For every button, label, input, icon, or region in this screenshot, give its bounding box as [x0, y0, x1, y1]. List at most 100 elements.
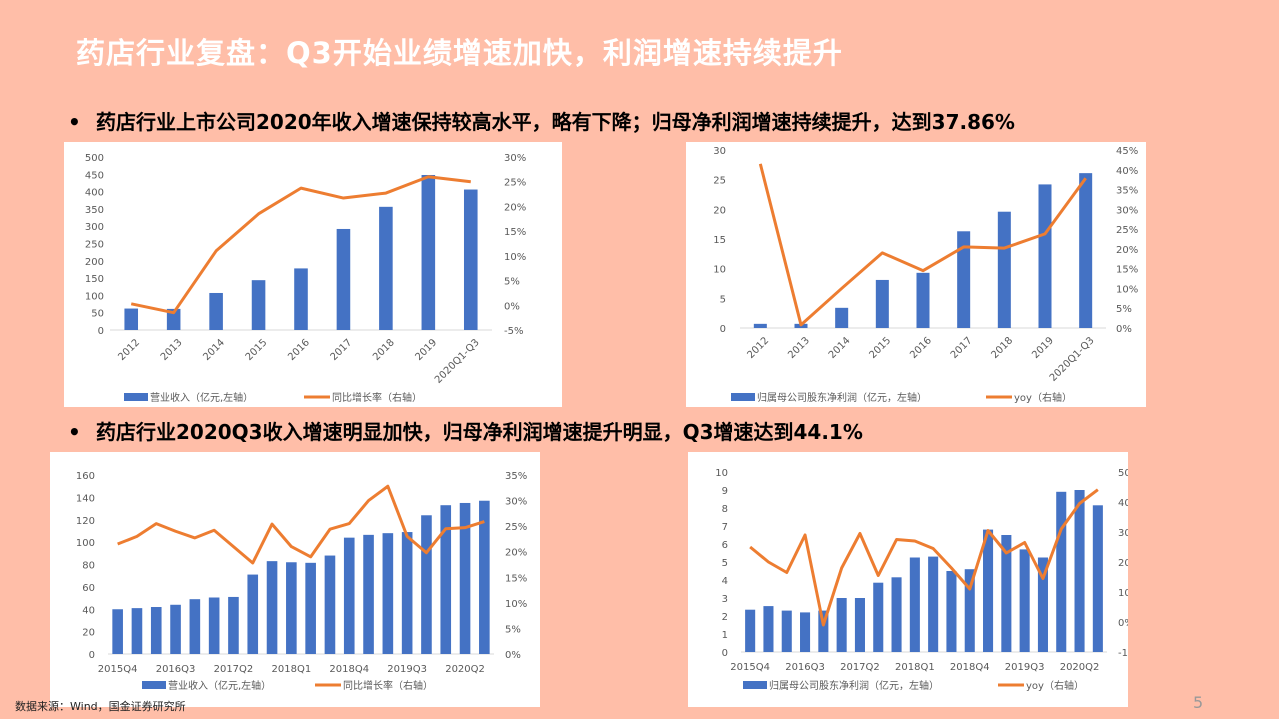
left-axis-tick: 30	[713, 146, 726, 157]
x-axis-label: 2020Q2	[1060, 662, 1100, 673]
bar	[294, 268, 308, 330]
bar	[286, 562, 297, 654]
left-axis-tick: 60	[82, 583, 95, 594]
legend-bar-label: 营业收入（亿元,左轴）	[168, 679, 271, 692]
x-axis-label: 2018Q1	[272, 664, 312, 675]
left-axis-tick: 50	[91, 309, 104, 320]
right-axis-tick: 30%	[505, 497, 527, 508]
x-axis-label: 2014	[827, 335, 853, 361]
chart-svg: 0 20 40 60 80 100 120 140 160 0% 5% 10% 15% 20% 25% 30%…	[76, 471, 527, 692]
x-axis-label: 2015	[868, 335, 894, 361]
bullet-2-text: 药店行业2020Q3收入增速明显加快，归母净利润增速提升明显，Q3增速达到44.…	[96, 420, 863, 444]
left-axis-tick: 5	[722, 558, 728, 569]
right-axis-tick: 0%	[504, 301, 520, 312]
x-axis-label: 2015Q4	[730, 662, 770, 673]
bar	[928, 556, 939, 652]
left-axis-tick: 2	[722, 612, 728, 623]
chart-quarterly-revenue: 0 20 40 60 80 100 120 140 160 0% 5% 10% 15% 20% 25% 30%…	[50, 452, 540, 707]
chart-svg: 0 1 2 3 4 5 6 7 8 9 10 -10% 0% 10% 20% 30% 40% 50% 2015Q4 2…	[715, 468, 1128, 692]
bar	[745, 609, 756, 652]
bar	[124, 308, 139, 330]
yoy-line	[749, 488, 1099, 627]
left-axis-tick: 0	[720, 324, 726, 335]
x-axis-label: 2017Q2	[840, 662, 880, 673]
right-axis-tick: 20%	[505, 548, 527, 559]
bullet-1-text: 药店行业上市公司2020年收入增速保持较高水平，略有下降；归母净利润增速持续提升…	[96, 110, 1015, 134]
bar	[1001, 535, 1012, 652]
left-axis-tick: 25	[713, 176, 726, 187]
bullet-1: • 药店行业上市公司2020年收入增速保持较高水平，略有下降；归母净利润增速持续提…	[68, 110, 1015, 134]
x-axis-label: 2013	[786, 335, 812, 361]
bar	[1074, 490, 1085, 652]
left-axis-tick: 200	[85, 257, 104, 268]
left-axis-tick: 100	[76, 538, 95, 549]
bar	[891, 577, 902, 652]
bar	[459, 502, 471, 654]
chart-svg: 0 50 100 150 200 250 300 350 400 450 500 -5% 0% 5% 10%…	[85, 153, 526, 404]
left-axis-tick: 40	[82, 605, 95, 616]
bar	[170, 604, 181, 654]
chart-annual-revenue: 0 50 100 150 200 250 300 350 400 450 500 -5% 0% 5% 10%…	[64, 142, 562, 407]
x-axis-label: 2017	[329, 337, 355, 363]
right-axis-tick: 10%	[504, 252, 526, 263]
right-axis-tick: 5%	[504, 277, 520, 288]
bar	[131, 608, 143, 654]
left-axis-tick: 0	[89, 650, 95, 661]
left-axis-tick: 0	[98, 326, 104, 337]
left-axis-tick: 300	[85, 222, 104, 233]
bar	[379, 206, 393, 330]
bar	[964, 569, 975, 652]
bar	[336, 228, 351, 330]
right-axis-tick: 40%	[1118, 498, 1128, 509]
bar	[382, 533, 394, 654]
x-axis-label: 2012	[116, 337, 142, 363]
left-axis-tick: 20	[713, 205, 726, 216]
bar	[421, 174, 436, 330]
bar	[150, 607, 162, 654]
left-axis-tick: 10	[715, 468, 728, 479]
x-axis-label: 2015	[244, 337, 270, 363]
left-axis-tick: 20	[82, 628, 95, 639]
x-axis-label: 2016Q3	[156, 664, 196, 675]
x-axis-label: 2016Q3	[785, 662, 825, 673]
left-axis-tick: 80	[82, 561, 95, 572]
right-axis-tick: 20%	[1118, 558, 1128, 569]
x-axis-label: 2012	[746, 335, 772, 361]
bar	[305, 562, 316, 654]
legend-bar-swatch	[142, 681, 166, 689]
right-axis-tick: 45%	[1116, 146, 1138, 157]
left-axis-tick: 10	[713, 265, 726, 276]
right-axis-tick: 25%	[505, 522, 527, 533]
yoy-line	[117, 484, 485, 565]
legend-line-label: yoy（右轴）	[1026, 679, 1084, 692]
right-axis-tick: 35%	[505, 471, 527, 482]
x-axis-label: 2020Q2	[445, 664, 485, 675]
bar	[916, 272, 930, 328]
left-axis-tick: 450	[85, 170, 104, 181]
left-axis-tick: 6	[722, 540, 728, 551]
bar	[363, 534, 374, 654]
x-axis-label: 2015Q4	[98, 664, 138, 675]
bar	[835, 307, 849, 328]
right-axis-tick: 25%	[504, 178, 526, 189]
bar	[343, 537, 355, 654]
bar	[401, 532, 413, 654]
bar	[228, 596, 239, 654]
right-axis-tick: 0%	[505, 650, 521, 661]
x-axis-label: 2017Q2	[214, 664, 254, 675]
bullet-2: • 药店行业2020Q3收入增速明显加快，归母净利润增速提升明显，Q3增速达到44…	[68, 420, 863, 444]
bar	[983, 529, 994, 652]
right-axis-tick: 20%	[504, 202, 526, 213]
x-axis-label: 2018	[990, 335, 1016, 361]
right-axis-tick: 10%	[1116, 284, 1138, 295]
bar	[421, 515, 432, 654]
legend-line-label: 同比增长率（右轴）	[332, 391, 422, 404]
bar	[463, 189, 478, 330]
bar	[1037, 557, 1048, 652]
bar	[997, 211, 1011, 328]
bar	[1092, 505, 1103, 652]
bar	[479, 500, 490, 654]
left-axis-tick: 9	[722, 486, 728, 497]
right-axis-tick: 5%	[505, 624, 521, 635]
right-axis-tick: 30%	[504, 153, 526, 164]
